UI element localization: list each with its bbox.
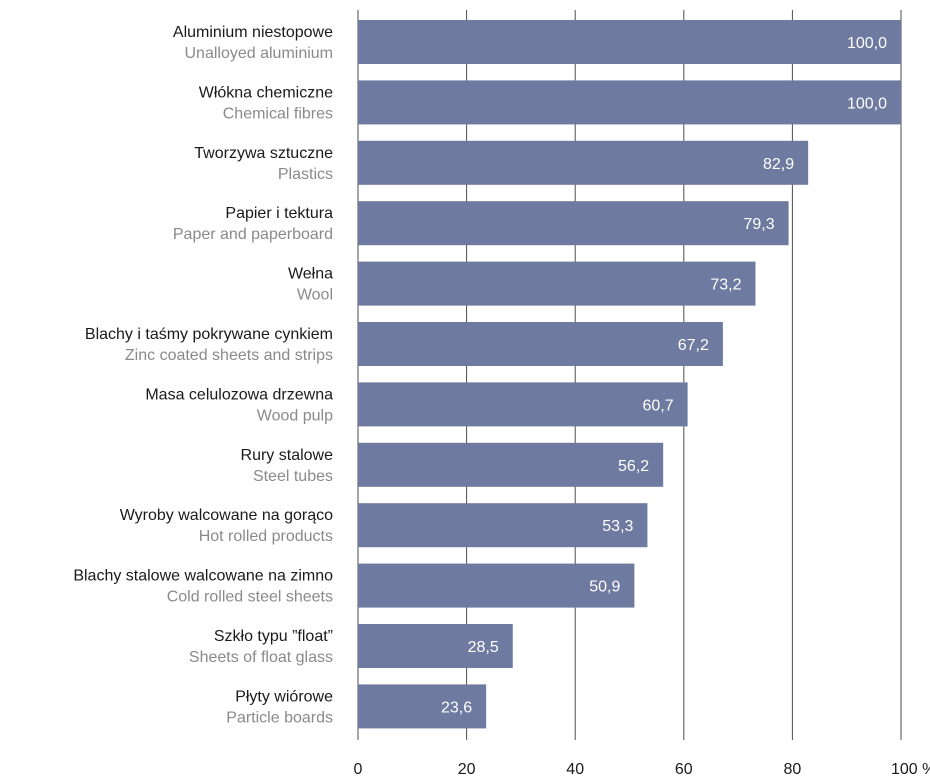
bar-2 xyxy=(358,80,901,125)
value-label-7: 60,7 xyxy=(642,397,673,414)
category-label-pl-12: Płyty wiórowe xyxy=(235,688,333,705)
tick-label-100: 100 % xyxy=(891,761,930,777)
bar-8 xyxy=(358,442,664,487)
category-label-en-3: Plastics xyxy=(278,166,333,183)
bar-6 xyxy=(358,322,723,366)
category-label-pl-4: Papier i tektura xyxy=(225,205,333,222)
tick-label-40: 40 xyxy=(566,761,584,777)
gridlines xyxy=(357,10,902,740)
value-label-1: 100,0 xyxy=(847,35,887,52)
bar-5 xyxy=(358,261,756,306)
category-label-pl-6: Blachy i taśmy pokrywane cynkiem xyxy=(85,326,333,343)
value-label-3: 82,9 xyxy=(763,156,794,173)
category-label-pl-7: Masa celulozowa drzewna xyxy=(145,386,333,403)
category-label-en-10: Cold rolled steel sheets xyxy=(167,589,333,606)
value-label-11: 28,5 xyxy=(468,639,499,656)
category-label-en-12: Particle boards xyxy=(226,709,333,726)
value-label-9: 53,3 xyxy=(602,518,633,535)
bar-4 xyxy=(358,201,789,246)
x-axis-ticks: 0 20 40 60 80 100 % xyxy=(354,761,930,777)
value-label-10: 50,9 xyxy=(589,579,620,596)
bar-1 xyxy=(358,20,901,64)
category-label-en-2: Chemical fibres xyxy=(223,105,333,122)
category-label-en-6: Zinc coated sheets and strips xyxy=(125,347,333,364)
category-label-pl-1: Aluminium niestopowe xyxy=(173,24,333,41)
tick-label-60: 60 xyxy=(675,761,693,777)
category-label-pl-2: Włókna chemiczne xyxy=(199,84,333,101)
value-label-8: 56,2 xyxy=(618,458,649,475)
category-label-pl-11: Szkło typu ”float” xyxy=(214,628,333,645)
tick-label-20: 20 xyxy=(458,761,476,777)
category-label-en-9: Hot rolled products xyxy=(199,528,333,545)
category-label-en-4: Paper and paperboard xyxy=(173,226,333,243)
category-label-pl-5: Wełna xyxy=(288,266,333,283)
value-label-2: 100,0 xyxy=(847,95,887,112)
category-label-pl-10: Blachy stalowe walcowane na zimno xyxy=(73,568,333,585)
category-label-pl-9: Wyroby walcowane na gorąco xyxy=(120,507,333,524)
category-label-pl-8: Rury stalowe xyxy=(241,447,334,464)
category-label-en-1: Unalloyed aluminium xyxy=(184,45,333,62)
tick-label-80: 80 xyxy=(784,761,802,777)
bar-3 xyxy=(358,140,809,185)
value-label-12: 23,6 xyxy=(441,699,472,716)
bar-12 xyxy=(358,684,487,729)
category-label-pl-3: Tworzywa sztuczne xyxy=(194,145,333,162)
category-labels: Aluminium niestopowe Unalloyed aluminium W… xyxy=(73,24,333,726)
bars: 100,0 100,0 82,9 79,3 73,2 67,2 60,7 56,2 53,3 50… xyxy=(358,20,901,729)
bar-7 xyxy=(358,382,688,427)
category-label-en-8: Steel tubes xyxy=(253,468,333,485)
value-label-4: 79,3 xyxy=(743,216,774,233)
value-label-6: 67,2 xyxy=(678,337,709,354)
category-label-en-11: Sheets of float glass xyxy=(189,649,333,666)
tick-label-0: 0 xyxy=(354,761,363,777)
category-label-en-5: Wool xyxy=(297,287,333,304)
value-label-5: 73,2 xyxy=(710,277,741,294)
bar-9 xyxy=(358,503,648,548)
bar-11 xyxy=(358,624,513,668)
category-label-en-7: Wood pulp xyxy=(257,407,333,424)
bar-10 xyxy=(358,563,635,608)
